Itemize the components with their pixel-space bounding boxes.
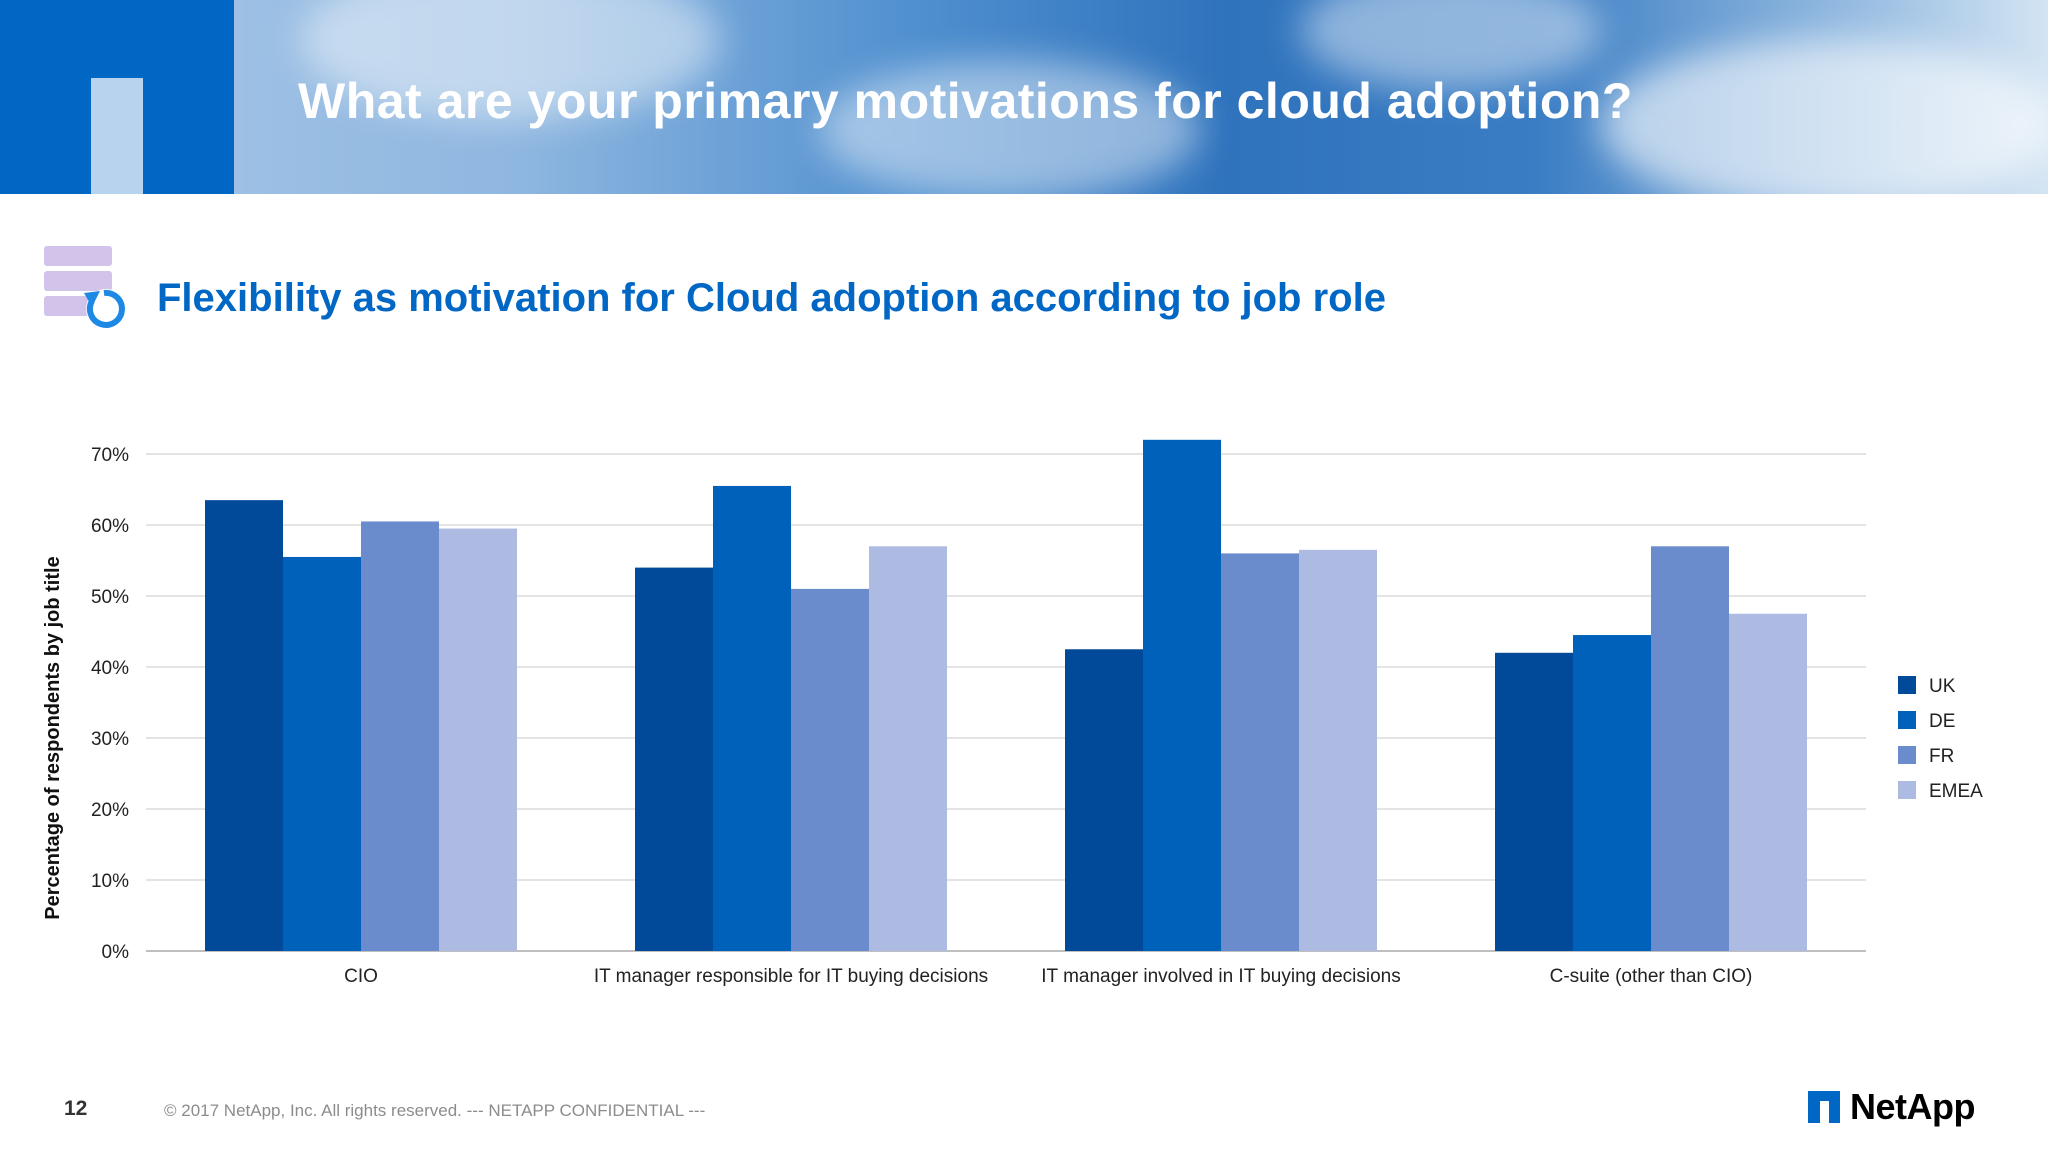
legend-label: UK <box>1929 676 1956 697</box>
bar-emea <box>869 546 947 951</box>
y-axis-title: Percentage of respondents by job title <box>42 556 64 919</box>
legend-swatch-de <box>1898 711 1916 729</box>
y-axis-ticks: 0% 10% 20% 30% 40% 50% 60% 70% <box>91 445 129 963</box>
bar-de <box>713 485 791 951</box>
netapp-logo: NetApp <box>1808 1086 1976 1128</box>
header-banner: What are your primary motivations for cl… <box>0 0 2048 194</box>
legend-swatch-fr <box>1898 746 1916 764</box>
legend-swatch-emea <box>1898 781 1916 799</box>
x-category-label: IT manager responsible for IT buying dec… <box>594 966 988 987</box>
bar-emea <box>1729 613 1807 951</box>
page-number: 12 <box>64 1097 88 1120</box>
page-title: What are your primary motivations for cl… <box>298 73 1633 129</box>
bar-emea <box>1299 549 1377 951</box>
bar-fr <box>1651 546 1729 951</box>
brand-bar <box>91 78 143 194</box>
legend: UK DE FR EMEA <box>1898 676 1983 802</box>
y-tick-label: 40% <box>91 658 129 679</box>
y-tick-label: 50% <box>91 587 129 608</box>
bars <box>205 439 1807 951</box>
y-tick-label: 70% <box>91 445 129 466</box>
logo-text: NetApp <box>1850 1086 1976 1127</box>
y-tick-label: 60% <box>91 516 129 537</box>
legend-label: FR <box>1929 746 1954 767</box>
y-tick-label: 10% <box>91 871 129 892</box>
bar-uk <box>1495 652 1573 951</box>
x-category-label: CIO <box>344 966 378 987</box>
bar-fr <box>791 588 869 951</box>
y-tick-label: 0% <box>102 942 130 963</box>
netapp-logo-icon <box>1808 1091 1840 1123</box>
bar-de <box>1143 439 1221 951</box>
bar-uk <box>205 500 283 951</box>
y-tick-label: 20% <box>91 800 129 821</box>
section-title: Flexibility as motivation for Cloud adop… <box>157 276 1386 320</box>
bar-chart: 0% 10% 20% 30% 40% 50% 60% 70% CIO IT manager re… <box>42 439 1983 987</box>
x-category-label: IT manager involved in IT buying decisio… <box>1041 966 1400 987</box>
x-axis-labels: CIO IT manager responsible for IT buying … <box>344 966 1752 987</box>
bar-fr <box>361 521 439 951</box>
x-category-label: C-suite (other than CIO) <box>1550 966 1753 987</box>
legend-label: DE <box>1929 711 1955 732</box>
bar-fr <box>1221 553 1299 951</box>
brand-block <box>0 0 234 194</box>
bar-emea <box>439 528 517 951</box>
y-tick-label: 30% <box>91 729 129 750</box>
bar-uk <box>635 567 713 951</box>
bar-uk <box>1065 649 1143 951</box>
copyright-notice: © 2017 NetApp, Inc. All rights reserved.… <box>164 1101 706 1120</box>
bar-de <box>283 556 361 951</box>
database-refresh-icon <box>44 246 126 329</box>
bar-de <box>1573 635 1651 951</box>
legend-label: EMEA <box>1929 781 1983 802</box>
legend-swatch-uk <box>1898 676 1916 694</box>
